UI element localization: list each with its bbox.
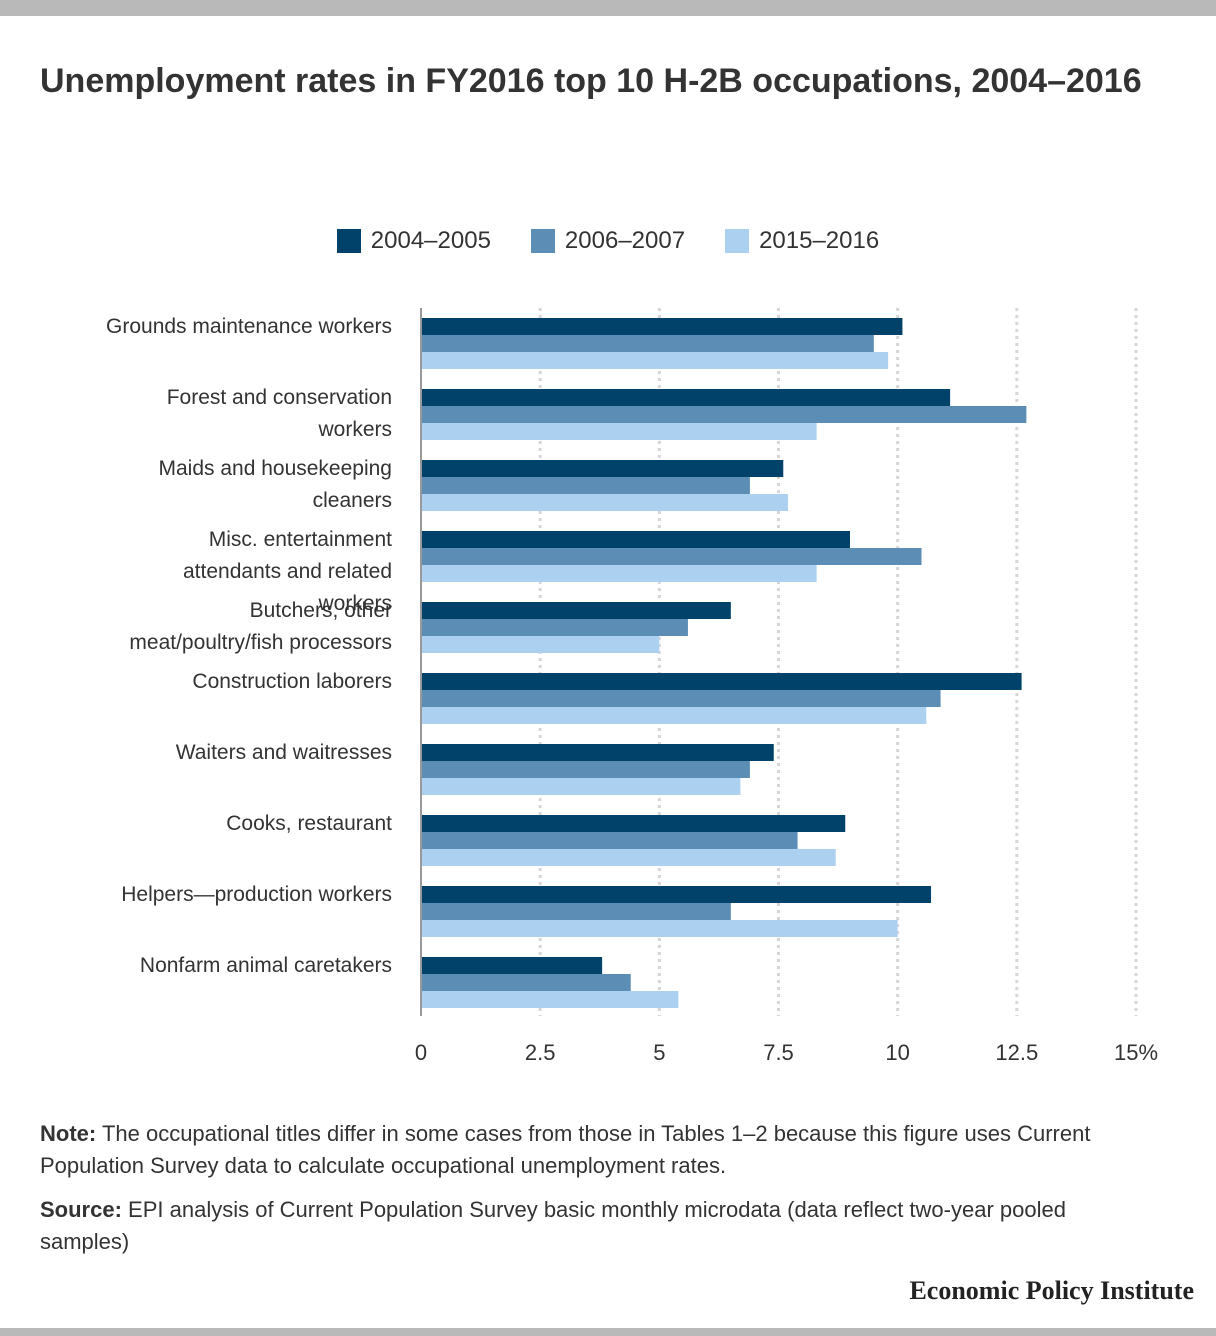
- x-tick-label: 10: [885, 1040, 909, 1065]
- legend-item: 2015–2016: [725, 226, 879, 256]
- bar: [421, 991, 679, 1008]
- x-tick-label: 15%: [1114, 1040, 1158, 1065]
- bar: [421, 602, 731, 619]
- legend-item: 2004–2005: [336, 226, 491, 256]
- category-label: Construction laborers: [192, 670, 392, 693]
- bar: [421, 974, 631, 991]
- bar: [421, 389, 951, 406]
- bar: [421, 903, 731, 920]
- bar: [421, 406, 1027, 423]
- bar: [421, 531, 850, 548]
- bar: [421, 690, 941, 707]
- category-label: workers: [317, 592, 392, 615]
- bar: [421, 744, 774, 761]
- top-border-bar: [0, 0, 1216, 16]
- x-tick-label: 2.5: [525, 1040, 556, 1065]
- bar: [421, 423, 817, 440]
- category-label: Helpers—production workers: [121, 883, 392, 906]
- legend-item: 2006–2007: [530, 226, 686, 256]
- bar: [421, 477, 750, 494]
- x-tick-label: 5: [653, 1040, 665, 1065]
- category-label: Nonfarm animal caretakers: [140, 954, 392, 977]
- legend-swatch: [336, 229, 361, 253]
- category-label: meat/poultry/fish processors: [129, 631, 392, 654]
- brand-logo-text: Economic Policy Institute: [909, 1276, 1194, 1305]
- bar: [421, 707, 927, 724]
- source-text: EPI analysis of Current Population Surve…: [40, 1197, 1066, 1254]
- bar: [421, 335, 874, 352]
- category-label: Maids and housekeeping: [158, 457, 392, 480]
- bar-chart: Grounds maintenance workers Forest and co…: [106, 308, 1158, 1065]
- bar: [421, 815, 846, 832]
- bar: [421, 548, 922, 565]
- bar: [421, 565, 817, 582]
- category-label: cleaners: [313, 489, 392, 512]
- legend-label: 2015–2016: [759, 227, 880, 254]
- bar: [421, 619, 688, 636]
- bar: [421, 920, 898, 937]
- bar: [421, 761, 750, 778]
- legend-swatch: [530, 229, 555, 253]
- legend-label: 2006–2007: [564, 227, 686, 254]
- bar: [421, 494, 789, 511]
- bar: [421, 673, 1022, 690]
- source: Source: EPI analysis of Current Populati…: [40, 1194, 1160, 1258]
- note-label: Note:: [40, 1121, 97, 1146]
- category-label: Misc. entertainment: [209, 528, 392, 551]
- legend-swatch: [725, 229, 750, 253]
- legend-label: 2004–2005: [370, 227, 491, 254]
- category-label: workers: [317, 418, 392, 441]
- bar: [421, 886, 932, 903]
- bar: [421, 957, 603, 974]
- x-tick-label: 7.5: [763, 1040, 794, 1065]
- bar: [421, 636, 660, 653]
- bar: [421, 778, 741, 795]
- legend: 2004–2005 2006–2007 2015–2016: [0, 226, 1216, 256]
- x-tick-label: 0: [415, 1040, 427, 1065]
- x-tick-label: 12.5: [995, 1040, 1038, 1065]
- category-label: Waiters and waitresses: [176, 741, 392, 764]
- note-text: The occupational titles differ in some c…: [40, 1121, 1091, 1178]
- bottom-border-bar: [0, 1328, 1216, 1336]
- category-label: Butchers, other: [250, 599, 392, 622]
- category-label: Cooks, restaurant: [226, 812, 392, 835]
- bar: [421, 832, 798, 849]
- bar: [421, 318, 903, 335]
- chart-title: Unemployment rates in FY2016 top 10 H-2B…: [40, 62, 1142, 100]
- bar: [421, 849, 836, 866]
- notes: Note: The occupational titles differ in …: [40, 1118, 1160, 1270]
- note: Note: The occupational titles differ in …: [40, 1118, 1160, 1182]
- bar: [421, 352, 889, 369]
- bar: [421, 460, 784, 477]
- category-label: Forest and conservation: [167, 386, 392, 409]
- source-label: Source:: [40, 1197, 122, 1222]
- category-label: attendants and related: [183, 560, 392, 583]
- category-label: Grounds maintenance workers: [106, 315, 392, 338]
